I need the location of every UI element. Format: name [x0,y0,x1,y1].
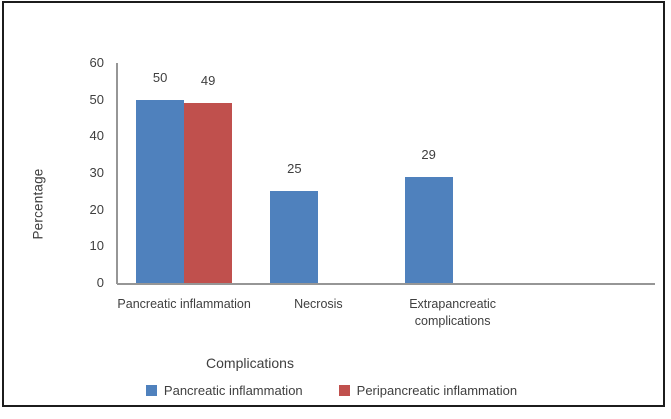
y-tick-label: 60 [89,55,104,70]
legend-item-pancreatic-inflammation: Pancreatic inflammation [145,383,303,398]
bar-pancreatic-inflammation [270,191,319,283]
bar-value-label: 49 [200,73,216,89]
legend-swatch [338,385,350,396]
bar-peripancreatic-inflammation [184,103,233,283]
legend-item-peripancreatic-inflammation: Peripancreatic inflammation [338,383,518,398]
y-tick-label: 30 [89,165,104,180]
y-axis-title: Percentage [30,168,46,240]
category-label-pancreatic-inflammation: Pancreatic inflammation [117,297,251,311]
bar-value-label: 29 [421,146,436,162]
legend-label: Pancreatic inflammation [163,383,303,398]
y-tick-label: 40 [89,128,104,144]
x-axis-line [117,283,655,285]
y-tick-label: 50 [89,91,104,107]
legend-label: Peripancreatic inflammation [356,383,518,398]
bar-pancreatic-inflammation [136,99,185,283]
legend-swatch [145,385,157,396]
y-tick-label: 10 [89,238,104,254]
category-label-extrapancreatic-complications: Extrapancreatic complications [409,297,497,328]
y-axis-line [116,63,118,284]
x-axis-title: Complications [206,355,294,371]
bar-pancreatic-inflammation [404,176,453,283]
category-label-necrosis: Necrosis [294,297,343,311]
y-tick-label: 20 [89,201,104,217]
chart-frame [2,1,665,407]
y-tick-label: 0 [96,275,104,290]
bar-value-label: 25 [287,161,302,177]
legend: Pancreatic inflammation Peripancreatic in… [0,383,663,398]
bar-value-label: 50 [152,69,168,85]
